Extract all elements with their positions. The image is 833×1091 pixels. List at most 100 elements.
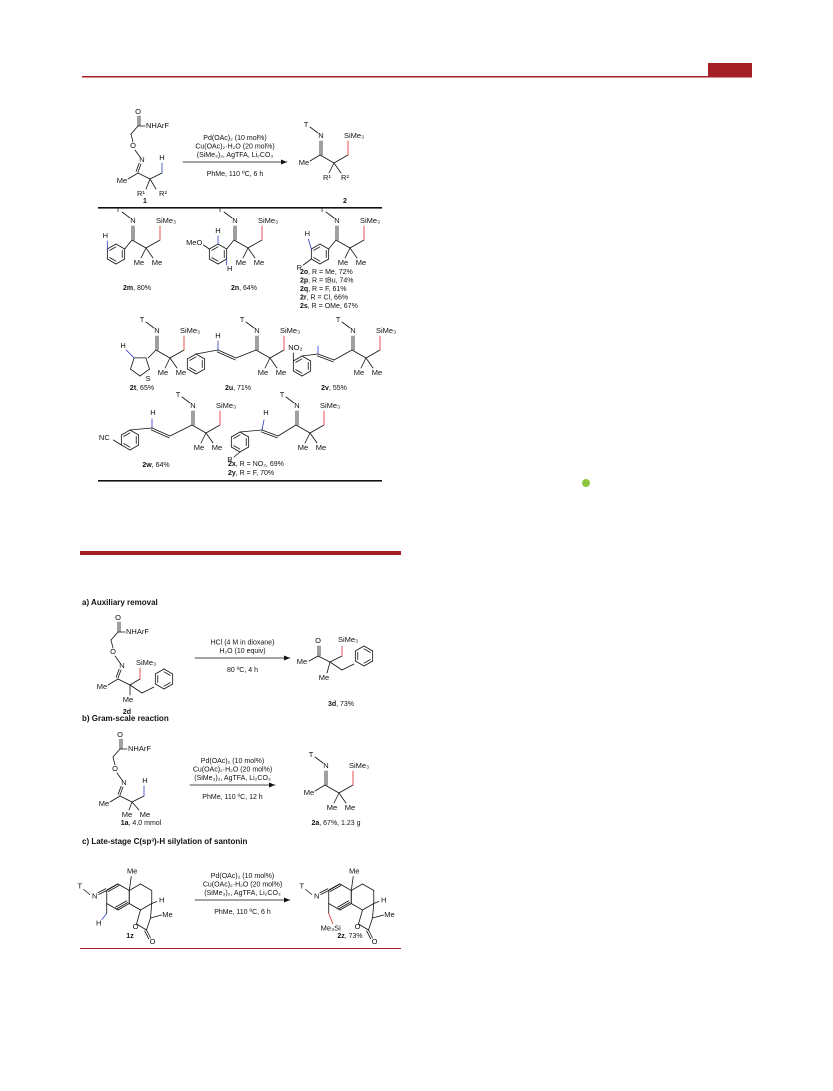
atom-label: NO₂ — [288, 343, 302, 352]
atom-label: T — [320, 205, 325, 214]
bond — [360, 357, 367, 369]
atom-label: SiMe₃ — [216, 401, 236, 410]
bond — [150, 903, 153, 919]
atom-label: H — [159, 153, 164, 162]
bond — [329, 885, 342, 892]
bond — [233, 445, 241, 450]
bond — [350, 883, 363, 891]
bond — [326, 661, 331, 674]
atom-label: Me₃Si — [321, 923, 341, 932]
bond — [328, 162, 335, 174]
condition: Pd(OAc)₂ (10 mol%) — [211, 873, 274, 880]
compound-id: 2v — [321, 385, 329, 392]
bond — [316, 355, 334, 363]
bond — [368, 917, 373, 931]
bond — [310, 243, 321, 250]
bond — [372, 914, 384, 919]
atom-label: T — [304, 120, 309, 129]
caption-text: , 80% — [133, 285, 151, 292]
bond — [83, 889, 91, 895]
bond — [333, 792, 340, 804]
bond — [98, 890, 108, 895]
bond — [155, 349, 171, 359]
bond — [363, 660, 374, 667]
bond — [341, 321, 351, 329]
atom-label: Me — [117, 176, 127, 185]
bond — [112, 756, 116, 766]
bond — [314, 784, 326, 792]
bond — [131, 795, 145, 803]
atom-label: R — [297, 263, 303, 272]
atom-label: T — [336, 315, 341, 324]
atom-label: Me — [158, 368, 168, 377]
bond — [341, 663, 355, 671]
condition: H₂O (10 equiv) — [219, 648, 265, 655]
bond — [150, 429, 170, 439]
bond — [339, 903, 352, 911]
bond — [163, 668, 174, 675]
arrow-head — [284, 655, 290, 661]
bond — [320, 890, 330, 895]
bond — [338, 784, 354, 794]
compound-id: 3d — [328, 701, 336, 708]
bond — [128, 876, 132, 891]
bond — [329, 661, 343, 671]
bond — [211, 257, 219, 262]
atom-label: T — [240, 315, 245, 324]
compound-id: 2u — [225, 385, 233, 392]
bond — [247, 247, 256, 259]
caption: 2w, 64% — [142, 462, 169, 469]
atom-label: N — [232, 216, 237, 225]
caption-text: , R = F, 61% — [308, 286, 346, 293]
bond — [189, 356, 197, 361]
atom-label: MeO — [186, 238, 202, 247]
bond — [230, 431, 241, 438]
compound-id: 2 — [343, 198, 347, 205]
atom-label: Me — [345, 803, 355, 812]
bond — [163, 683, 174, 690]
atom-label: H — [142, 776, 147, 785]
caption-text: , R = F, 70% — [236, 470, 274, 477]
bond — [337, 900, 350, 908]
bond — [226, 239, 235, 250]
bond — [338, 902, 351, 910]
bond — [119, 795, 133, 803]
condition: PhMe, 110 ºC, 12 h — [202, 794, 263, 801]
bond — [120, 429, 131, 436]
bond — [314, 756, 324, 764]
arrow-head — [284, 897, 290, 903]
compound-id: 1 — [143, 198, 147, 205]
bond — [186, 368, 197, 375]
caption: 2d — [123, 709, 131, 716]
atom-label: T — [309, 750, 314, 759]
bond — [163, 671, 171, 676]
atom-label: T — [140, 315, 145, 324]
bond — [134, 149, 141, 158]
atom-label: SiMe₃ — [344, 131, 364, 140]
bond — [107, 885, 120, 892]
bond — [260, 431, 278, 439]
atom-label: O — [115, 613, 121, 622]
caption: 2t, 65% — [130, 385, 154, 392]
header-block — [708, 63, 752, 77]
bond — [319, 258, 330, 265]
bond — [242, 247, 249, 259]
atom-label: N — [92, 891, 97, 900]
atom-label: H — [159, 895, 164, 904]
bond — [324, 784, 340, 794]
atom-label: S — [145, 374, 150, 383]
caption-text: , R = NO₂, 69% — [236, 461, 284, 468]
bond — [328, 239, 337, 250]
atom-label: N — [294, 401, 299, 410]
bond — [373, 901, 380, 904]
caption: 1z — [126, 933, 134, 940]
bond — [233, 451, 241, 458]
atom-label: N — [130, 216, 135, 225]
bond — [217, 243, 228, 250]
compound-id: 2p — [300, 277, 308, 284]
atom-label: T — [116, 205, 121, 214]
bond — [114, 655, 121, 664]
bond — [239, 429, 263, 433]
caption: 1 — [143, 198, 147, 205]
